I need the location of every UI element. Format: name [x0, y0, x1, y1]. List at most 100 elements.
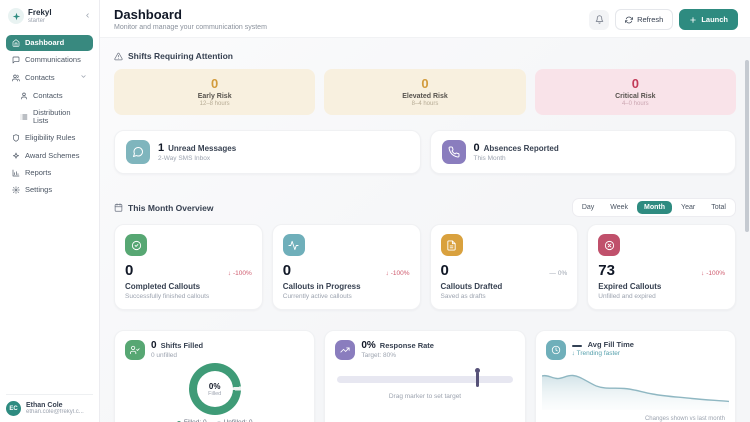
sidebar-nav: Dashboard Communications Contacts Contac… — [6, 34, 93, 199]
chat-icon — [12, 56, 20, 64]
response-rate-target: Target: 80% — [361, 352, 397, 359]
avg-fill-time-label: Avg Fill Time — [587, 340, 634, 349]
absences-sub: This Month — [473, 155, 506, 162]
sidebar-item-label: Eligibility Rules — [25, 133, 76, 143]
risk-value: 0 — [211, 76, 219, 92]
plus-icon — [690, 16, 697, 23]
tab-total[interactable]: Total — [711, 204, 726, 211]
activity-icon — [282, 234, 305, 256]
notifications-button[interactable] — [589, 9, 610, 30]
user-profile[interactable]: EC Ethan Cole ethan.cole@frekyl.c... — [6, 394, 93, 416]
x-circle-icon — [598, 234, 621, 256]
completed-callouts-card[interactable]: 0 ↓ -100% Completed Callouts Successfully… — [114, 224, 263, 310]
sidebar-item-dashboard[interactable]: Dashboard — [6, 34, 93, 52]
sidebar-item-contacts-group[interactable]: Contacts — [6, 69, 93, 86]
refresh-icon — [625, 16, 634, 23]
metric-change: ↓ -100% — [385, 270, 410, 277]
absences-label: Absences Reported — [483, 144, 559, 153]
absences-card[interactable]: 0 Absences Reported This Month — [429, 130, 736, 174]
metric-sub: Unfilled and expired — [598, 293, 656, 300]
sidebar: Frekyl starter Dashboard Communications … — [0, 0, 100, 422]
launch-label: Launch — [701, 15, 728, 24]
unread-messages-card[interactable]: 1 Unread Messages 2-Way SMS Inbox — [114, 130, 421, 174]
risk-range: 12–8 hours — [199, 100, 230, 107]
line-legend-mark — [571, 345, 582, 347]
dashboard-content: Shifts Requiring Attention 0 Early Risk … — [100, 38, 750, 422]
calendar-icon — [114, 203, 123, 212]
sidebar-item-communications[interactable]: Communications — [6, 52, 93, 68]
legend-filled: Filled: 0 — [184, 419, 207, 422]
risk-label: Early Risk — [197, 92, 232, 100]
legend-dot-filled — [176, 420, 181, 422]
user-check-icon — [125, 340, 145, 360]
tab-week[interactable]: Week — [610, 204, 629, 211]
overview-header: This Month Overview Day Week Month Year … — [114, 198, 736, 217]
risk-card-elevated[interactable]: 0 Elevated Risk 8–4 hours — [324, 69, 526, 115]
callouts-in-progress-card[interactable]: 0 ↓ -100% Callouts in Progress Currently … — [271, 224, 421, 310]
sidebar-collapse-icon[interactable] — [84, 12, 91, 21]
metric-value: 0 — [440, 262, 449, 279]
user-email: ethan.cole@frekyl.c... — [26, 409, 84, 415]
tab-year[interactable]: Year — [681, 204, 696, 211]
sidebar-item-label: Settings — [25, 185, 53, 195]
file-icon — [440, 234, 463, 256]
users-icon — [12, 74, 20, 82]
chevron-down-icon — [80, 73, 87, 82]
avg-fill-time-trend: ↓ Trending faster — [571, 350, 621, 357]
refresh-button[interactable]: Refresh — [615, 9, 674, 30]
risk-value: 0 — [631, 76, 639, 92]
launch-button[interactable]: Launch — [679, 9, 738, 30]
page-title: Dashboard — [114, 7, 182, 22]
bar-chart-icon — [12, 169, 20, 177]
metric-sub: Successfully finished callouts — [125, 293, 210, 300]
absences-count: 0 — [473, 142, 480, 154]
response-rate-value: 0% — [361, 340, 376, 351]
unread-label: Unread Messages — [168, 144, 237, 153]
user-icon — [21, 92, 27, 99]
sparkle-icon — [13, 152, 19, 159]
metric-label: Expired Callouts — [598, 282, 662, 291]
metric-change: —0% — [549, 270, 568, 277]
metric-sub: Currently active callouts — [282, 293, 352, 300]
shifts-filled-sub: 0 unfilled — [151, 352, 178, 359]
sidebar-item-label: Contacts — [25, 72, 55, 82]
expired-callouts-card[interactable]: 73 ↓ -100% Expired Callouts Unfilled and … — [587, 224, 736, 310]
sidebar-item-distribution-lists[interactable]: Distribution Lists — [6, 105, 93, 130]
metric-change: ↓ -100% — [227, 270, 252, 277]
home-icon — [12, 39, 20, 47]
risk-value: 0 — [421, 76, 429, 92]
phone-icon — [441, 140, 466, 164]
sidebar-item-contacts[interactable]: Contacts — [6, 88, 93, 104]
shield-icon — [13, 134, 19, 143]
avg-fill-time-area-chart — [541, 364, 730, 415]
sidebar-item-eligibility-rules[interactable]: Eligibility Rules — [6, 130, 93, 146]
risk-card-early[interactable]: 0 Early Risk 12–8 hours — [114, 69, 316, 115]
risk-cards-row: 0 Early Risk 12–8 hours 0 Elevated Risk … — [114, 69, 736, 115]
refresh-label: Refresh — [637, 15, 664, 24]
shifts-filled-donut-chart: 0% Filled — [188, 363, 241, 415]
target-slider-marker[interactable] — [474, 368, 480, 387]
shifts-attention-title: Shifts Requiring Attention — [114, 51, 736, 61]
risk-range: 8–4 hours — [411, 100, 439, 107]
sidebar-item-award-schemes[interactable]: Award Schemes — [6, 148, 93, 164]
vertical-scrollbar[interactable] — [745, 60, 749, 232]
response-rate-label: Response Rate — [379, 341, 434, 350]
metric-value: 73 — [598, 262, 615, 279]
shifts-filled-label: Shifts Filled — [160, 341, 204, 350]
metric-label: Callouts in Progress — [282, 282, 361, 291]
metric-label: Completed Callouts — [125, 282, 201, 291]
tab-day[interactable]: Day — [581, 204, 595, 211]
risk-range: 4–0 hours — [621, 100, 649, 107]
sidebar-item-reports[interactable]: Reports — [6, 165, 93, 181]
bell-icon — [595, 15, 603, 24]
risk-card-critical[interactable]: 0 Critical Risk 4–0 hours — [534, 69, 736, 115]
clock-icon — [545, 340, 566, 360]
callouts-drafted-card[interactable]: 0 —0% Callouts Drafted Saved as drafts — [429, 224, 579, 310]
target-slider-track[interactable] — [337, 368, 513, 387]
list-icon — [20, 114, 28, 120]
sidebar-item-settings[interactable]: Settings — [6, 182, 93, 198]
donut-center-caption: Filled — [208, 390, 222, 397]
tab-month[interactable]: Month — [637, 201, 673, 214]
shifts-filled-card: 0 Shifts Filled 0 unfilled 0% Filled — [114, 330, 316, 422]
